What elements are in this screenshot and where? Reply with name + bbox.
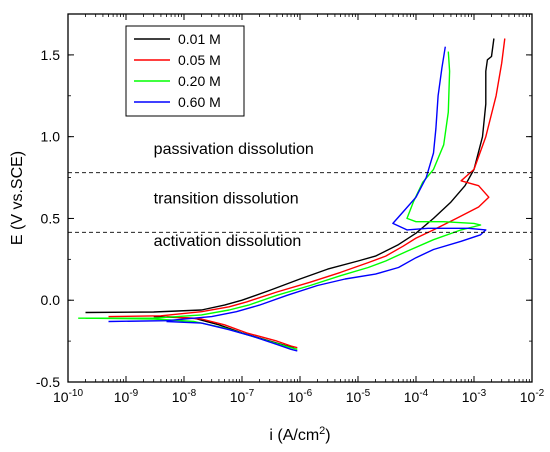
region-annotation: transition dissolution	[154, 191, 299, 208]
x-tick-label: 10-3	[462, 388, 487, 405]
y-axis-label: E (V vs.SCE)	[9, 151, 26, 245]
x-tick-label: 10-9	[114, 388, 139, 405]
legend-label: 0.20 M	[178, 73, 221, 89]
x-tick-label: 10-4	[404, 388, 429, 405]
x-axis-label: i (A/cm2)	[269, 425, 330, 444]
x-axis-label-base: i (A/cm	[269, 427, 319, 444]
x-tick-label: 10-8	[172, 388, 197, 405]
y-tick-label: 1.0	[41, 129, 61, 145]
series-1-anodic-line	[108, 38, 506, 318]
y-tick-label: -0.5	[36, 374, 60, 390]
x-tick-label: 10-2	[520, 388, 545, 405]
series-2-anodic-line	[78, 51, 482, 319]
x-tick-label: 10-7	[230, 388, 255, 405]
series-layer	[78, 38, 506, 352]
x-tick-label: 10-6	[288, 388, 313, 405]
region-annotation: activation dissolution	[154, 233, 302, 250]
axis-ticks: 10-10 10-9 10-8 10-7 10-6 10-5 10-4 10-3 10-2 -0.…	[36, 13, 545, 405]
y-tick-label: 0.0	[41, 292, 61, 308]
series-0-anodic-line	[85, 38, 495, 314]
series-3-anodic-line	[108, 46, 487, 323]
series-3-cathodic-line	[166, 320, 298, 352]
legend: 0.01 M 0.05 M 0.20 M 0.60 M	[125, 25, 245, 117]
legend-box	[125, 25, 245, 117]
reference-lines	[68, 172, 532, 233]
legend-label: 0.01 M	[178, 31, 221, 47]
series-1-cathodic-line	[166, 315, 298, 349]
x-axis-label-tail: )	[325, 427, 330, 444]
x-tick-label: 10-5	[346, 388, 371, 405]
y-tick-label: 0.5	[41, 210, 61, 226]
x-axis-label-sup: 2	[319, 425, 325, 437]
legend-label: 0.60 M	[178, 94, 221, 110]
legend-label: 0.05 M	[178, 52, 221, 68]
region-annotations: passivation dissolution transition dissol…	[154, 141, 314, 250]
y-tick-label: 1.5	[41, 47, 61, 63]
x-tick-label: 10-10	[53, 388, 83, 405]
region-annotation: passivation dissolution	[154, 141, 314, 158]
